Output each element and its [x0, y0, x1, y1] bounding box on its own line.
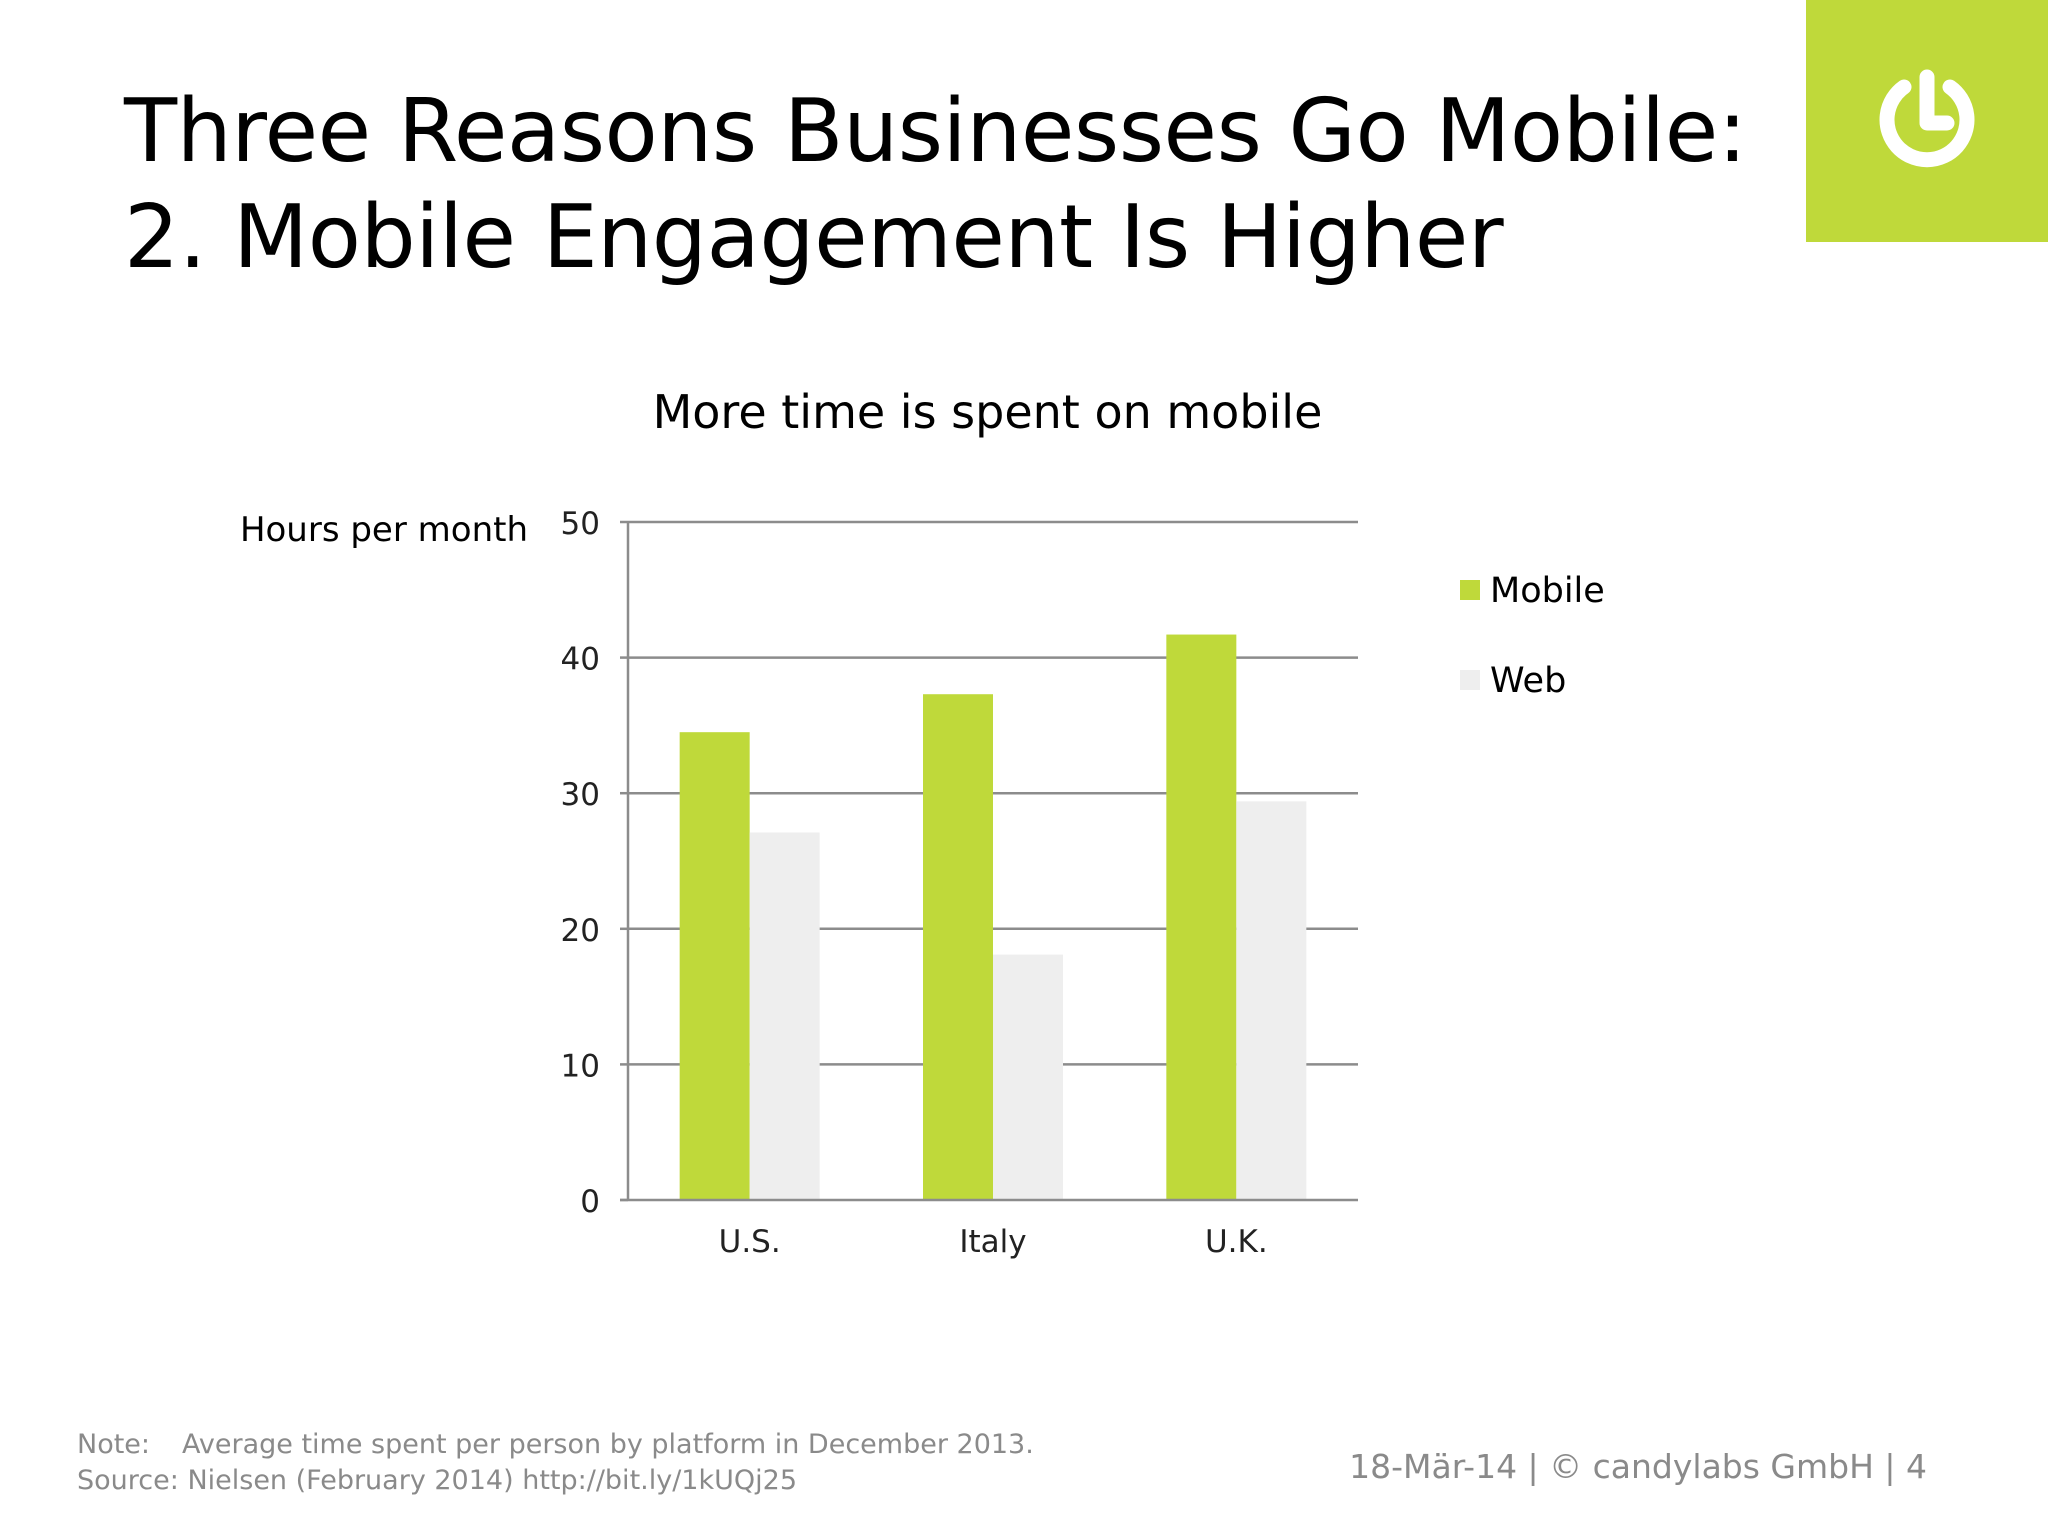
y-tick-label: 30 — [561, 777, 600, 813]
slide-title-line-2: 2. Mobile Engagement Is Higher — [124, 186, 1504, 288]
x-tick-label: U.S. — [719, 1224, 781, 1260]
note-row: Note: Average time spent per person by pl… — [77, 1427, 1034, 1463]
bars — [679, 634, 1307, 1200]
legend-label-mobile: Mobile — [1490, 571, 1605, 611]
y-tick-label: 0 — [580, 1184, 600, 1220]
x-tick-label: Italy — [959, 1224, 1026, 1260]
bar-mobile-2 — [1166, 634, 1237, 1200]
footer-date-copyright-page: 18-Mär-14 | © candylabs GmbH | 4 — [1349, 1447, 1927, 1486]
chart-title: More time is spent on mobile — [652, 385, 1323, 439]
x-tick-label: U.K. — [1205, 1224, 1268, 1260]
y-tick-label: 40 — [561, 642, 600, 678]
y-tick-label: 50 — [561, 506, 600, 542]
bar-web-1 — [993, 954, 1063, 1200]
slide-title-line-1: Three Reasons Businesses Go Mobile: — [124, 80, 1747, 182]
bar-mobile-0 — [679, 732, 750, 1200]
bar-mobile-1 — [923, 694, 993, 1200]
note-label: Note: — [77, 1429, 151, 1460]
legend-swatch-mobile — [1460, 580, 1480, 600]
legend-swatch-web — [1460, 670, 1480, 690]
note-text: Average time spent per person by platfor… — [182, 1429, 1034, 1460]
candylabs-logo — [1806, 0, 2048, 242]
footnotes: Note: Average time spent per person by pl… — [77, 1427, 1034, 1499]
axes: 0 10 20 30 40 50 U.S. Italy U.K. — [561, 506, 1358, 1260]
y-tick-label: 20 — [561, 913, 600, 949]
y-axis-label: Hours per month — [239, 510, 528, 550]
source-label: Source: — [77, 1465, 179, 1496]
power-icon — [1879, 69, 1975, 168]
bar-web-2 — [1236, 801, 1307, 1200]
y-tick-label: 10 — [561, 1048, 600, 1084]
slide-title: Three Reasons Businesses Go Mobile: 2. M… — [124, 78, 1747, 290]
bar-web-0 — [749, 832, 820, 1200]
bar-chart: 0 10 20 30 40 50 U.S. Italy U.K. Mobile Web — [561, 506, 1605, 1260]
legend: Mobile Web — [1460, 571, 1605, 701]
legend-label-web: Web — [1490, 661, 1566, 701]
source-text: Nielsen (February 2014) http://bit.ly/1k… — [187, 1465, 797, 1496]
source-row: Source: Nielsen (February 2014) http://b… — [77, 1463, 1034, 1499]
